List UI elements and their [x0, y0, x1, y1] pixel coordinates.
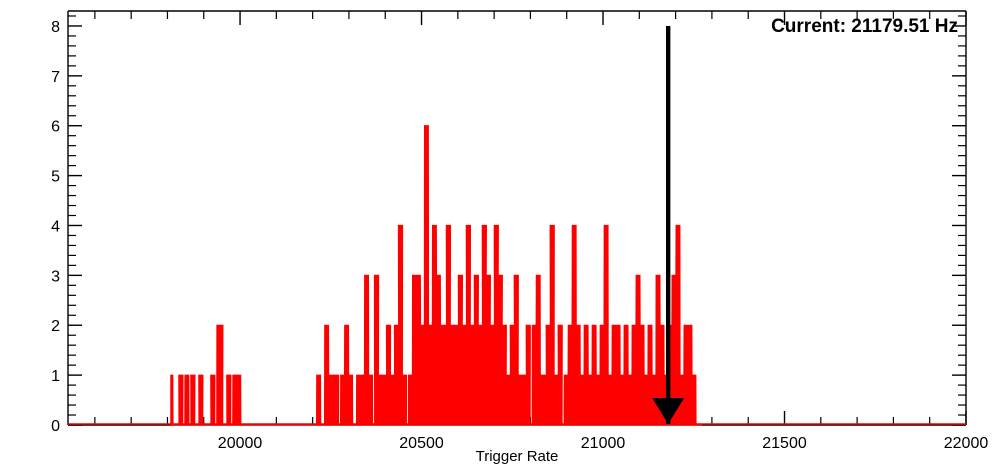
x-tick-label: 20000 [218, 435, 263, 452]
current-rate-label: Current: 21179.51 Hz [771, 16, 958, 37]
y-tick-label: 7 [51, 69, 60, 86]
x-axis-title: Trigger Rate [476, 448, 559, 465]
y-tick-label: 2 [51, 318, 60, 335]
y-axis-ticks [68, 15, 966, 426]
marker-arrowhead [652, 398, 685, 424]
current-rate-marker [652, 25, 685, 424]
x-tick-label: 22000 [944, 435, 989, 452]
y-tick-label: 0 [51, 418, 60, 435]
y-axis-tick-labels: 0 1 2 3 4 5 6 7 8 [51, 19, 60, 435]
y-tick-label: 3 [51, 268, 60, 285]
y-tick-label: 5 [51, 169, 60, 186]
y-tick-label: 4 [51, 218, 60, 235]
x-tick-label: 20500 [399, 435, 444, 452]
y-tick-label: 1 [51, 368, 60, 385]
histogram-series [170, 125, 703, 426]
x-axis-tick-labels: 20000 20500 21000 21500 22000 [218, 435, 989, 452]
x-tick-label: 21000 [581, 435, 626, 452]
x-tick-label: 21500 [762, 435, 807, 452]
y-tick-label: 6 [51, 119, 60, 136]
y-tick-label: 8 [51, 19, 60, 36]
